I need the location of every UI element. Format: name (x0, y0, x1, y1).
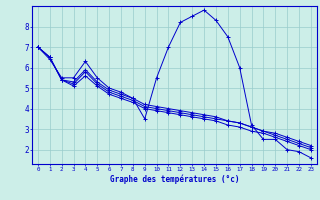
X-axis label: Graphe des températures (°c): Graphe des températures (°c) (110, 175, 239, 184)
